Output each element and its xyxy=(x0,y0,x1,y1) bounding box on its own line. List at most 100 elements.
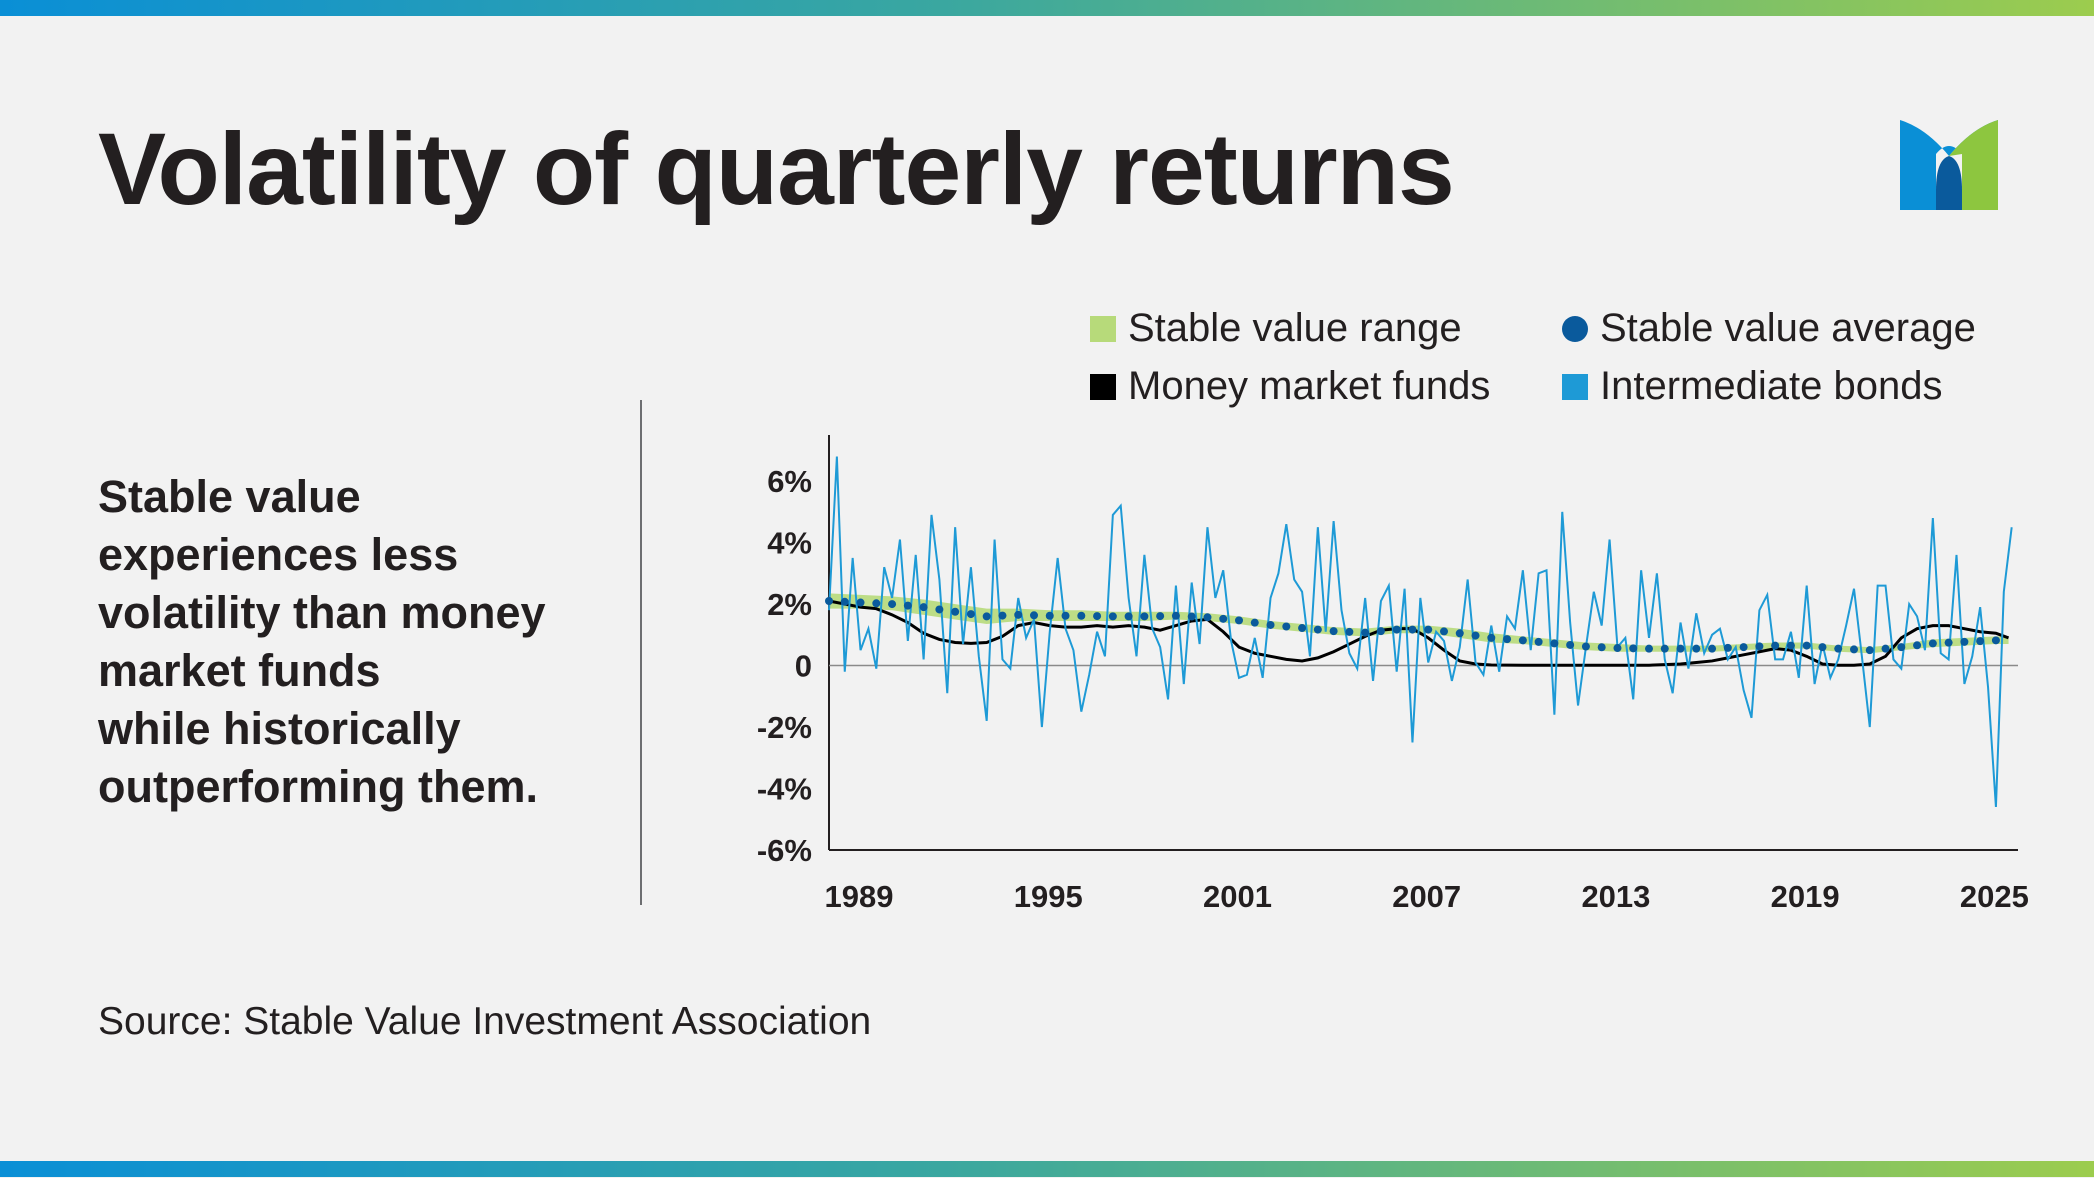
stable-value-average-point xyxy=(1960,637,1969,646)
stable-value-average-point xyxy=(1440,627,1448,636)
stable-value-average-point xyxy=(1629,644,1638,653)
stable-value-average-point xyxy=(1471,631,1480,640)
stable-value-average-point xyxy=(1235,616,1243,625)
stable-value-average-point xyxy=(1991,636,2000,645)
stable-value-average-point xyxy=(1897,643,1906,652)
x-tick-label: 1995 xyxy=(1014,879,1083,914)
stable-value-average-point xyxy=(1361,628,1370,637)
description-line: Stable value xyxy=(98,471,361,522)
stable-value-range-band xyxy=(829,593,2009,654)
legend-swatch-mmf xyxy=(1090,373,1116,400)
chart-legend: Stable value range Stable value average … xyxy=(1090,300,2030,420)
stable-value-average-point xyxy=(1345,627,1354,636)
stable-value-average-point xyxy=(1881,644,1890,653)
brand-m-logo-icon xyxy=(1900,120,1998,210)
stable-value-average-point xyxy=(935,605,944,614)
stable-value-average-point xyxy=(1503,635,1512,644)
stable-value-average-point xyxy=(1802,641,1811,650)
x-tick-label: 2013 xyxy=(1581,879,1650,914)
x-tick-label: 1989 xyxy=(825,879,894,914)
stable-value-average-point xyxy=(1219,614,1228,623)
stable-value-average-point xyxy=(1093,612,1102,621)
stable-value-average-point xyxy=(872,599,881,608)
legend-label: Stable value range xyxy=(1128,306,1462,350)
legend-label: Money market funds xyxy=(1128,364,1491,408)
stable-value-average-point xyxy=(1124,612,1133,621)
top-gradient-bar xyxy=(0,0,2094,16)
y-tick-label: 2% xyxy=(767,587,812,622)
stable-value-average-point xyxy=(998,611,1007,620)
stable-value-average-point xyxy=(1723,643,1732,652)
legend-item-stable-value-range: Stable value range xyxy=(1090,306,1462,351)
stable-value-average-point xyxy=(1408,625,1417,634)
money-market-funds-line xyxy=(828,599,2010,667)
stable-value-average-point xyxy=(888,600,897,609)
source-note: Source: Stable Value Investment Associat… xyxy=(98,1000,872,1043)
stable-value-average-point xyxy=(1156,612,1165,621)
stable-value-average-point xyxy=(1944,638,1953,647)
stable-value-average-point xyxy=(1282,622,1291,631)
stable-value-average-point xyxy=(919,603,928,612)
stable-value-average-point xyxy=(1487,633,1496,642)
stable-value-average-point xyxy=(840,597,849,606)
stable-value-average-point xyxy=(1298,624,1307,633)
stable-value-average-point xyxy=(1865,646,1874,655)
legend-item-money-market-funds: Money market funds xyxy=(1090,364,1490,409)
description-line: market funds xyxy=(98,645,381,696)
stable-value-average-point xyxy=(1818,643,1827,652)
legend-swatch-bonds xyxy=(1562,373,1588,400)
stable-value-average-point xyxy=(1140,612,1149,621)
stable-value-average-point xyxy=(1455,629,1464,638)
x-tick-label: 2001 xyxy=(1203,879,1272,914)
y-tick-label: -6% xyxy=(757,833,812,868)
stable-value-average-point xyxy=(1660,644,1669,653)
description-line: outperforming them. xyxy=(98,761,538,812)
stable-value-average-point xyxy=(1187,612,1196,621)
y-tick-label: -2% xyxy=(757,710,812,745)
stable-value-average-point xyxy=(951,607,960,616)
stable-value-average-point xyxy=(1250,618,1259,627)
y-tick-label: 0 xyxy=(795,649,812,684)
legend-label: Stable value average xyxy=(1600,306,1976,350)
stable-value-average-point xyxy=(1376,627,1385,636)
stable-value-average-point xyxy=(1014,610,1023,619)
stable-value-average-point xyxy=(1424,625,1433,634)
stable-value-average-point xyxy=(1928,639,1937,648)
legend-item-intermediate-bonds: Intermediate bonds xyxy=(1562,364,1942,409)
stable-value-average-point xyxy=(1976,637,1985,646)
description-line: while historically xyxy=(98,703,461,754)
stable-value-average-point xyxy=(1518,636,1527,645)
stable-value-average-point xyxy=(1913,641,1922,650)
stable-value-average-point xyxy=(982,612,991,621)
stable-value-average-point xyxy=(966,610,975,619)
stable-value-average-point xyxy=(1534,637,1543,646)
stable-value-average-point xyxy=(1645,644,1653,653)
stable-value-average-point xyxy=(1597,643,1606,652)
legend-swatch-range xyxy=(1090,315,1116,342)
description-line: volatility than money xyxy=(98,587,546,638)
x-tick-label: 2019 xyxy=(1771,879,1840,914)
stable-value-average-point xyxy=(1171,611,1180,620)
stable-value-average-point xyxy=(1392,625,1401,634)
stable-value-average-point xyxy=(1834,644,1843,653)
x-tick-label: 2025 xyxy=(1960,879,2029,914)
stable-value-average-point xyxy=(1266,620,1275,629)
legend-label: Intermediate bonds xyxy=(1600,364,1943,408)
stable-value-average-point xyxy=(1692,644,1701,653)
stable-value-average-point xyxy=(1566,640,1575,649)
stable-value-average-point xyxy=(1581,642,1590,651)
legend-item-stable-value-average: Stable value average xyxy=(1562,306,1976,351)
stable-value-average-point xyxy=(1313,625,1322,634)
stable-value-average-point xyxy=(903,601,912,610)
stable-value-average-point xyxy=(1676,644,1685,653)
x-tick-label: 2007 xyxy=(1392,879,1461,914)
returns-chart: 6% 4% 2% 0 -2% -4% -6% 1989 1995 2001 2007 2013 2019… xyxy=(757,435,2029,914)
legend-swatch-average xyxy=(1562,315,1588,342)
y-tick-label: -4% xyxy=(757,772,812,807)
vertical-divider xyxy=(640,400,642,905)
stable-value-average-point xyxy=(1550,639,1559,648)
stable-value-average-point xyxy=(1708,644,1717,653)
y-tick-label: 6% xyxy=(767,464,812,499)
stable-value-average-point xyxy=(1061,611,1070,620)
stable-value-average-point xyxy=(1755,642,1764,651)
